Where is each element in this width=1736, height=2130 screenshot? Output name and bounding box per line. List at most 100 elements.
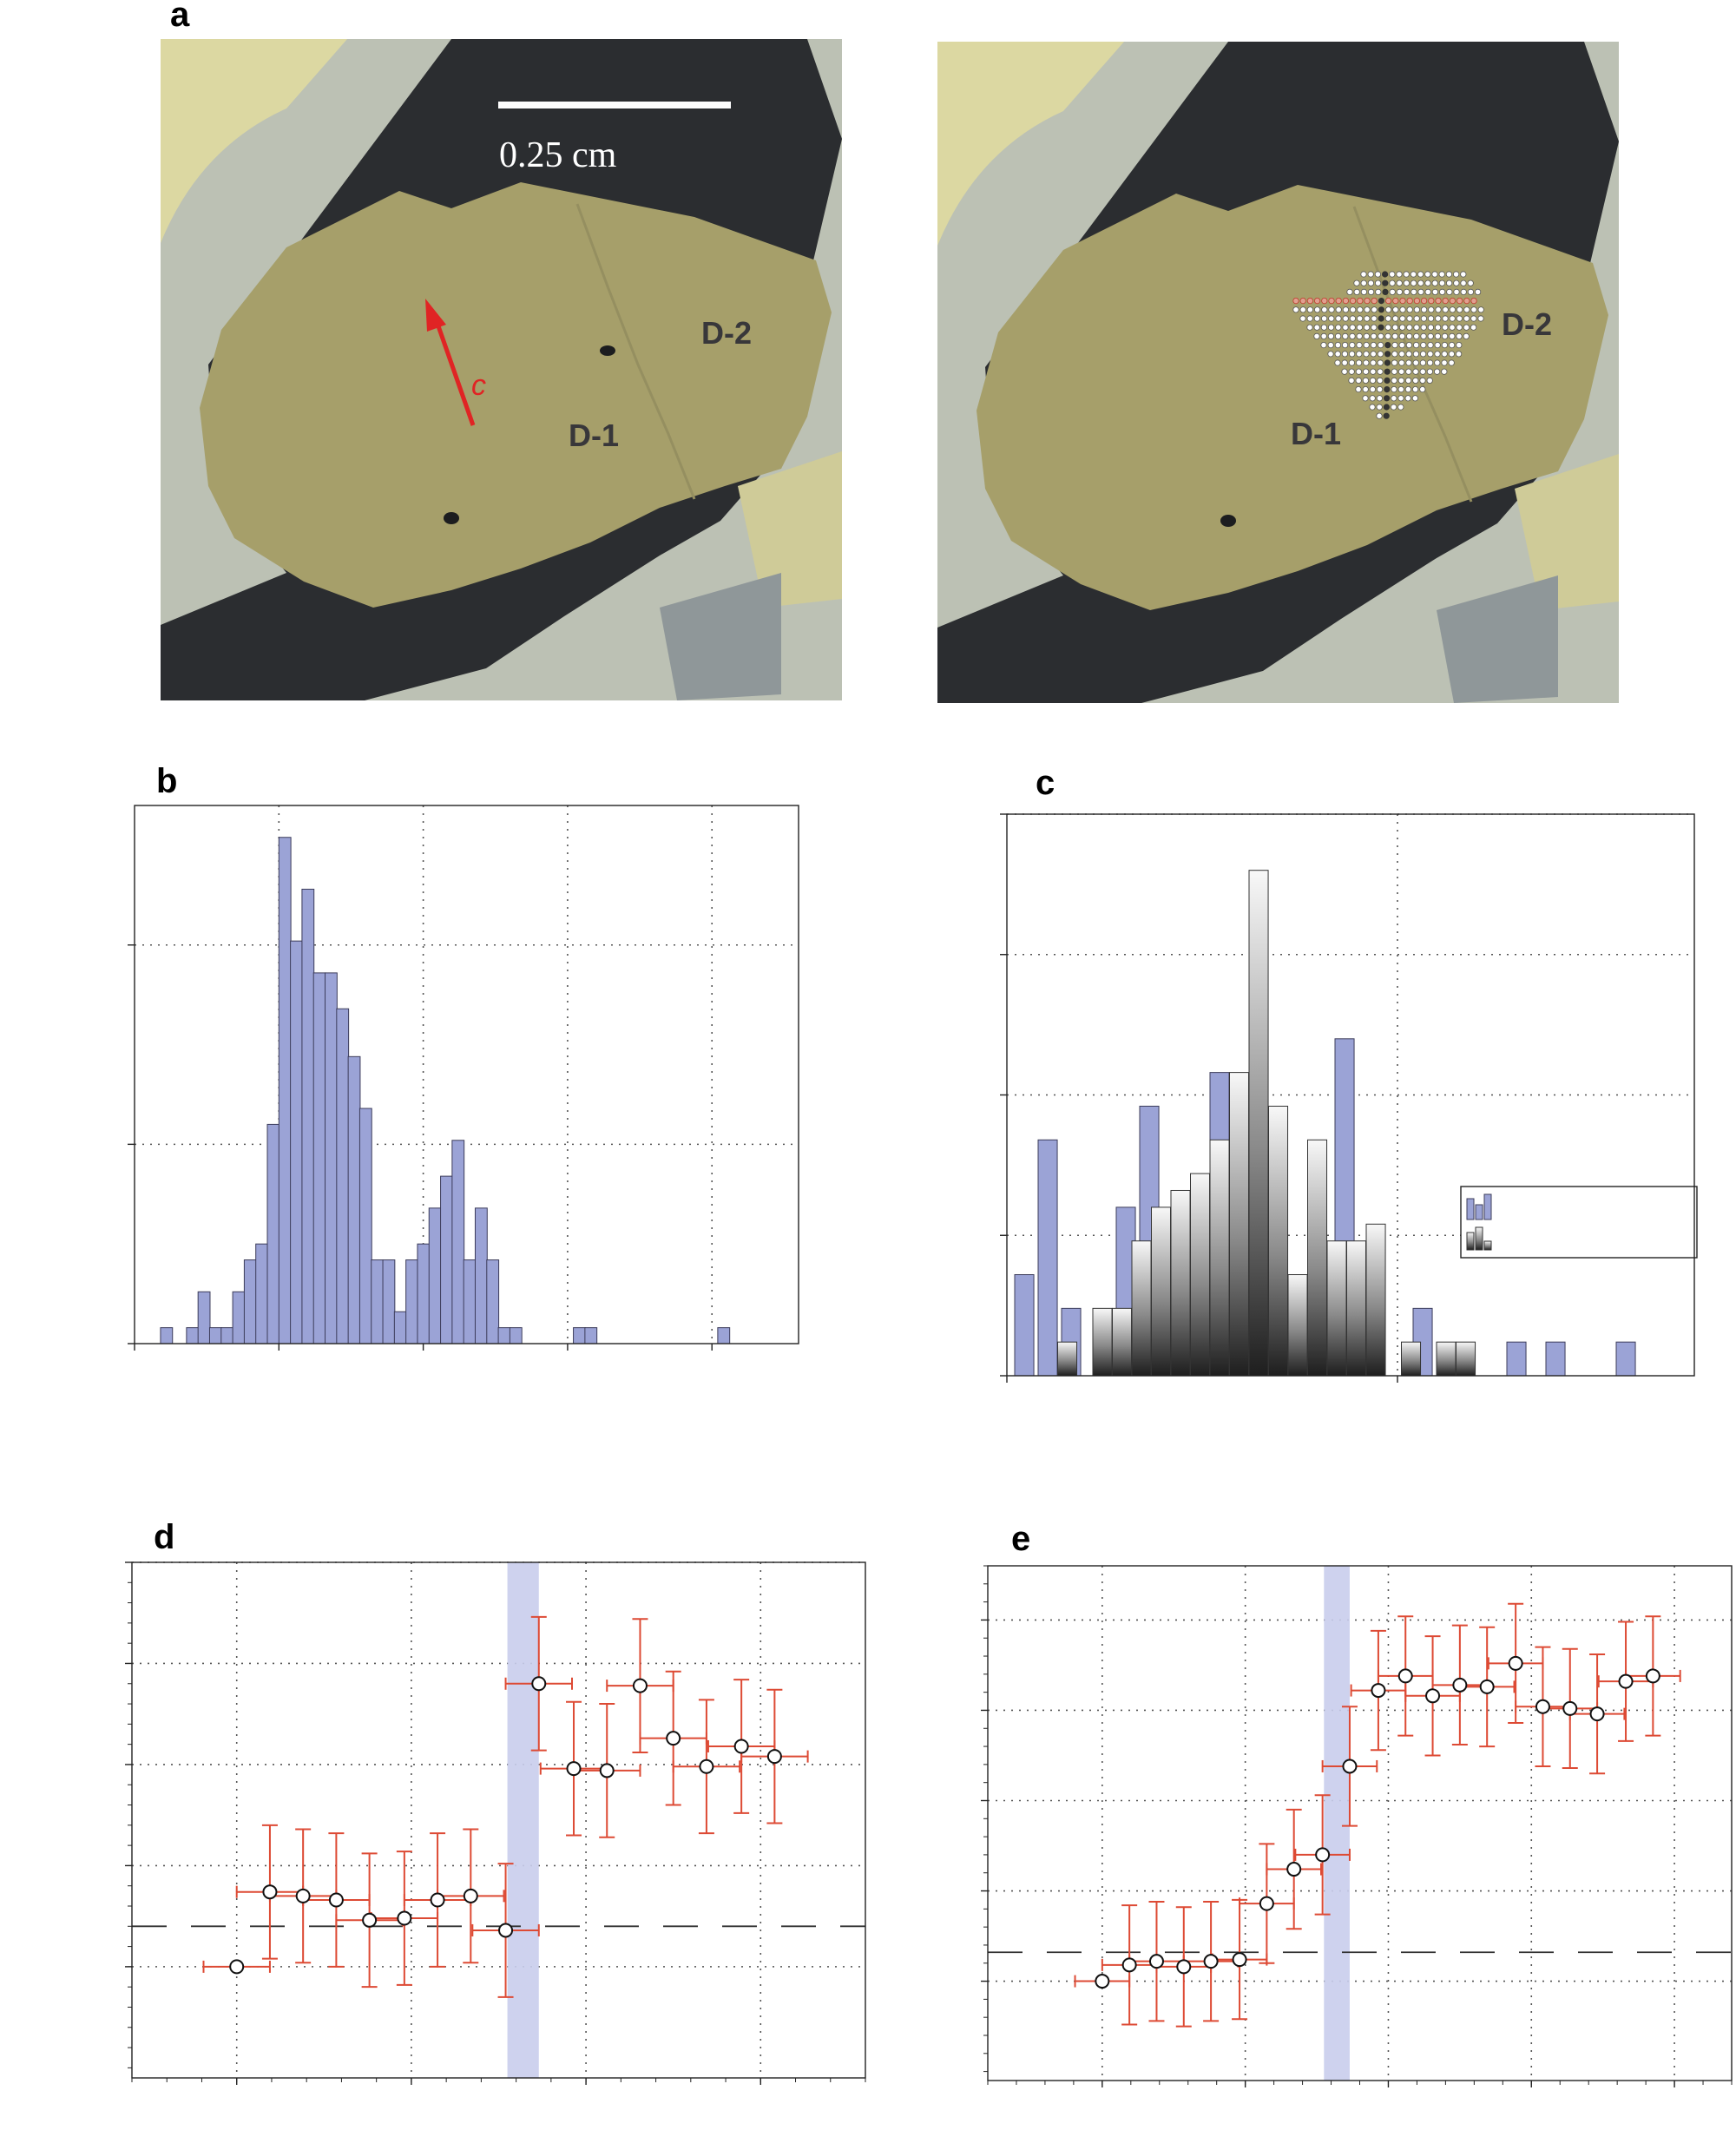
- ebsd-point: [1434, 332, 1442, 339]
- ebsd-point: [1398, 341, 1405, 349]
- ebsd-point: [1370, 359, 1377, 366]
- ebsd-point: [1424, 279, 1431, 286]
- ebsd-point: [1431, 288, 1439, 295]
- ebsd-point: [1427, 341, 1434, 349]
- ebsd-point: [1377, 377, 1384, 384]
- chart-b-bar: [255, 1243, 268, 1344]
- ebsd-point: [1397, 385, 1404, 393]
- chart-c-bar-d2: [1545, 1341, 1566, 1377]
- ebsd-point: [1320, 332, 1327, 339]
- ebsd-point: [1456, 332, 1463, 339]
- chart-b-bar: [584, 1327, 598, 1344]
- chart-d-plot-area: [132, 1562, 865, 2078]
- chart-e-data-point: [1203, 1954, 1219, 1969]
- chart-d-subgrain-boundary-band: [507, 1562, 539, 2078]
- left-photo-label-d1: D-1: [569, 417, 619, 453]
- ebsd-point: [1412, 385, 1419, 393]
- ebsd-point: [1363, 359, 1370, 366]
- ebsd-point: [1470, 297, 1477, 305]
- c-axis-arrow-line: [434, 320, 476, 426]
- chart-b-bar: [243, 1259, 257, 1344]
- chart-b-bar: [160, 1327, 174, 1344]
- ebsd-point: [1356, 351, 1363, 358]
- ebsd-point: [1411, 395, 1419, 402]
- ebsd-point: [1453, 271, 1460, 278]
- ebsd-point: [1306, 306, 1314, 313]
- chart-d-data-point: [328, 1892, 344, 1908]
- ebsd-point: [1384, 359, 1391, 366]
- ebsd-point: [1377, 359, 1384, 366]
- ebsd-point: [1350, 306, 1357, 313]
- ebsd-point: [1328, 297, 1335, 305]
- ebsd-point: [1385, 297, 1392, 305]
- ebsd-point: [1460, 279, 1467, 286]
- chart-c-bar-d2: [1506, 1341, 1527, 1377]
- ebsd-point: [1327, 332, 1335, 339]
- ebsd-point: [1405, 359, 1412, 366]
- ebsd-point: [1435, 306, 1442, 313]
- ebsd-point: [1456, 351, 1463, 358]
- ebsd-point: [1467, 279, 1474, 286]
- ebsd-point: [1341, 368, 1348, 375]
- ebsd-point: [1438, 271, 1445, 278]
- ebsd-point: [1364, 306, 1371, 313]
- chart-b-bar: [486, 1259, 500, 1344]
- chart-d-data-point: [699, 1759, 714, 1774]
- chart-c-bar-d2: [1037, 1139, 1058, 1377]
- chart-c-bar-d1: [1170, 1189, 1191, 1377]
- ebsd-point: [1342, 315, 1349, 322]
- ebsd-point: [1405, 368, 1412, 375]
- ebsd-point: [1335, 332, 1342, 339]
- chart-b-bar: [186, 1327, 200, 1344]
- ebsd-point: [1449, 306, 1457, 313]
- chart-e-data-point: [1148, 1954, 1164, 1969]
- chart-b-bar: [220, 1327, 234, 1344]
- chart-c-legend: [1460, 1186, 1698, 1259]
- ebsd-point: [1363, 368, 1370, 375]
- ebsd-point: [1434, 359, 1441, 366]
- ebsd-point: [1396, 271, 1403, 278]
- ebsd-point: [1426, 377, 1433, 384]
- ebsd-point: [1378, 332, 1384, 339]
- chart-b-bar: [509, 1327, 523, 1344]
- chart-b-bar: [197, 1291, 211, 1344]
- ebsd-point: [1384, 332, 1391, 339]
- ebsd-point: [1313, 332, 1320, 339]
- chart-e-data-point: [1095, 1974, 1110, 1989]
- ebsd-point: [1375, 288, 1382, 295]
- ebsd-point: [1356, 341, 1363, 349]
- chart-b-bar: [717, 1327, 731, 1344]
- ebsd-point: [1299, 315, 1306, 322]
- ebsd-point: [1406, 324, 1413, 331]
- chart-c-legend-swatch-d1: [1475, 1226, 1483, 1251]
- chart-c-bar-d1: [1248, 870, 1269, 1377]
- ebsd-point: [1448, 359, 1455, 366]
- ebsd-point: [1396, 279, 1403, 286]
- ebsd-point: [1420, 341, 1427, 349]
- ebsd-point: [1428, 315, 1435, 322]
- ebsd-point: [1363, 341, 1370, 349]
- ebsd-point: [1314, 297, 1321, 305]
- chart-b-bar: [278, 837, 292, 1344]
- chart-e-data-point: [1176, 1959, 1192, 1975]
- ebsd-point: [1349, 324, 1356, 331]
- ebsd-point: [1328, 306, 1335, 313]
- chart-b-bar: [371, 1259, 385, 1344]
- ebsd-point: [1456, 324, 1463, 331]
- ebsd-point: [1378, 324, 1384, 331]
- ebsd-point: [1406, 306, 1413, 313]
- ebsd-point: [1398, 351, 1405, 358]
- chart-d-data-point: [397, 1910, 412, 1926]
- chart-c-bar-d2: [1014, 1274, 1035, 1377]
- ebsd-point: [1353, 288, 1360, 295]
- ebsd-point: [1404, 395, 1411, 402]
- ebsd-point: [1370, 377, 1377, 384]
- chart-c-bar-d2: [1615, 1341, 1636, 1377]
- chart-b-bar: [312, 972, 326, 1344]
- ebsd-point: [1389, 279, 1396, 286]
- chart-d-data-point: [463, 1888, 478, 1903]
- ebsd-point: [1382, 288, 1389, 295]
- ebsd-point: [1426, 368, 1434, 375]
- ebsd-point: [1405, 351, 1412, 358]
